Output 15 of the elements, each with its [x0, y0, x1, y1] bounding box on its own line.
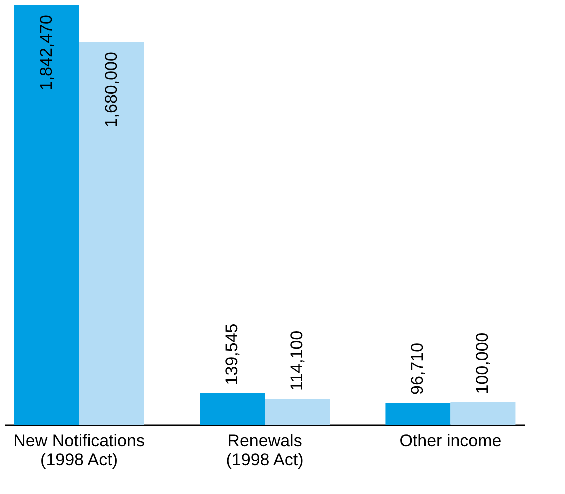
bar: [14, 5, 80, 425]
bar: [386, 402, 451, 425]
x-tick-label: New Notifications (1998 Act): [14, 432, 145, 470]
data-label: 114,100: [288, 330, 306, 391]
bar: [265, 398, 330, 425]
x-tick-label: Other income: [400, 432, 502, 450]
data-label: 139,545: [222, 324, 242, 386]
data-label: 100,000: [473, 332, 492, 394]
x-tick-label: Renewals (1998 Act): [226, 432, 304, 470]
data-label: 1,680,000: [102, 52, 121, 128]
bar: [450, 402, 516, 425]
data-label: 96,710: [408, 342, 428, 395]
bar: [79, 42, 144, 425]
data-label: 1,842,470: [36, 15, 56, 91]
bar: [200, 393, 265, 425]
